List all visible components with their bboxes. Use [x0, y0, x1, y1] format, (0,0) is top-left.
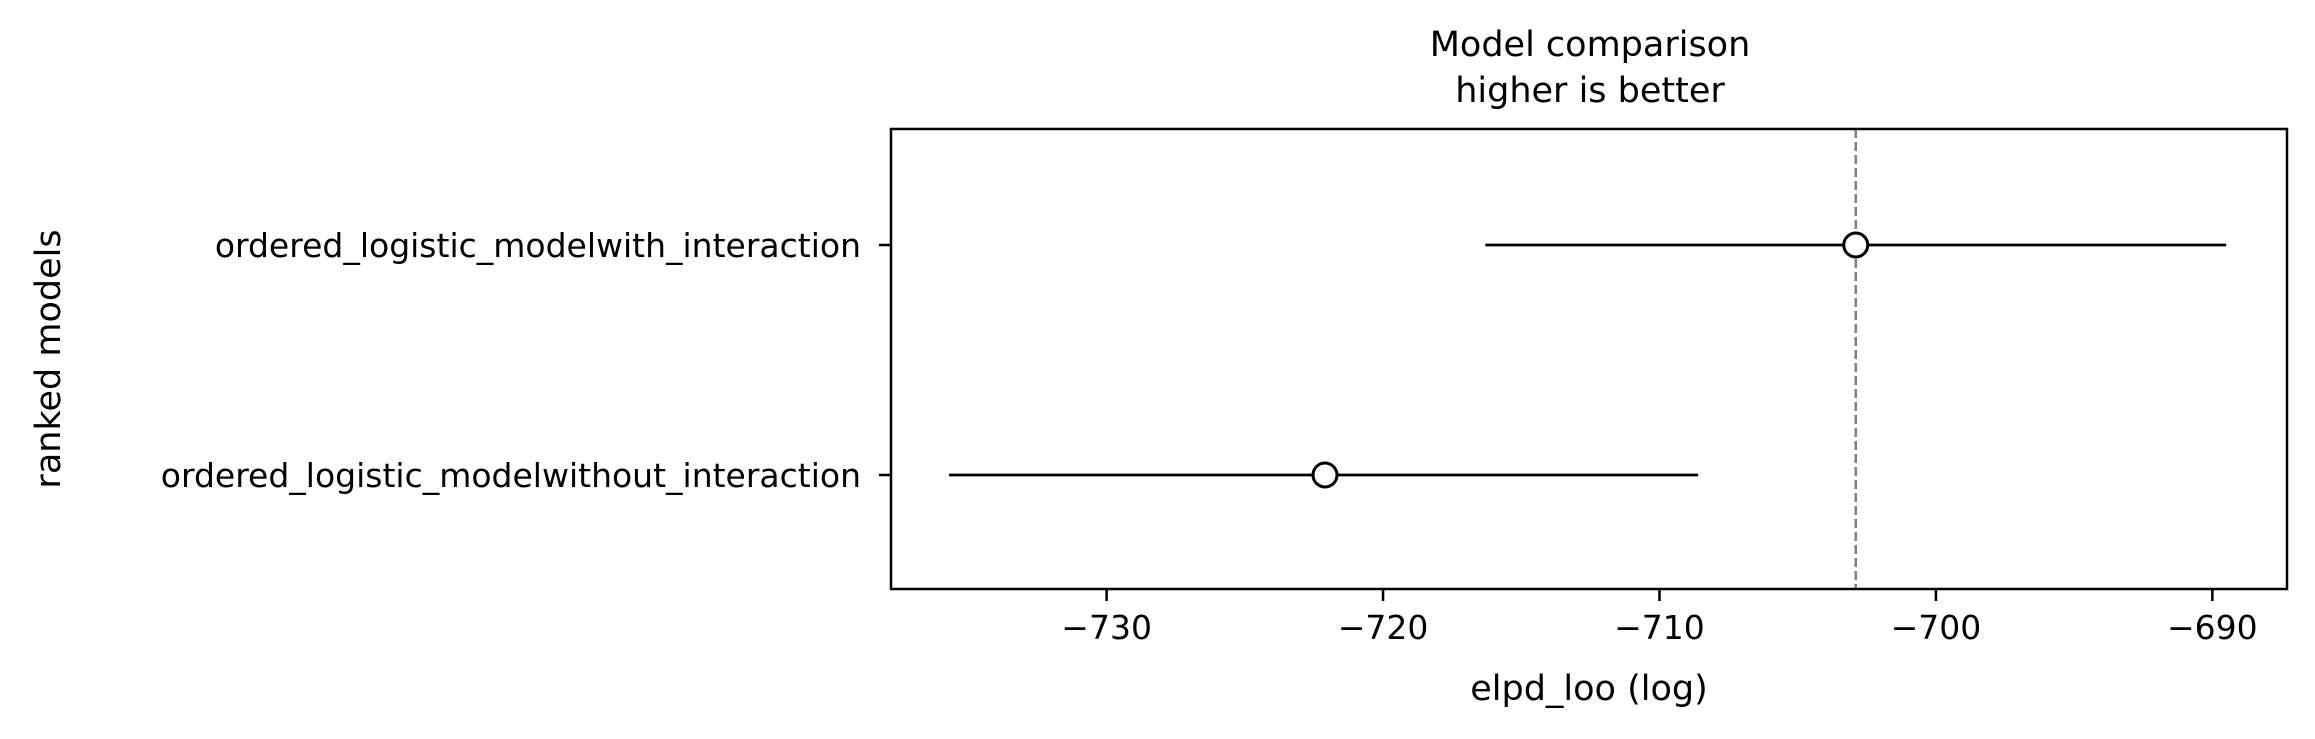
elpd-point: [1842, 231, 1870, 259]
x-tick-label: −700: [1891, 608, 1982, 647]
plot-area: [949, 129, 2227, 589]
chart-title: Model comparison: [1430, 25, 1751, 65]
x-tick-label: −730: [1061, 608, 1152, 647]
y-axis-label: ranked models: [29, 229, 69, 488]
x-axis: −730 −720 −710 −700 −690: [1061, 589, 2258, 647]
chart-subtitle: higher is better: [1455, 71, 1725, 111]
x-tick-label: −720: [1338, 608, 1429, 647]
y-axis: ordered_logistic_modelwith_interactionor…: [161, 226, 891, 495]
elpd-point: [1311, 461, 1339, 489]
x-tick-label: −710: [1614, 608, 1705, 647]
x-axis-label: elpd_loo (log): [1470, 669, 1708, 709]
y-tick-label: ordered_logistic_modelwithout_interactio…: [161, 456, 861, 495]
axes-frame: [889, 127, 2289, 591]
y-tick-label: ordered_logistic_modelwith_interaction: [215, 226, 861, 265]
x-tick-label: −690: [2167, 608, 2258, 647]
